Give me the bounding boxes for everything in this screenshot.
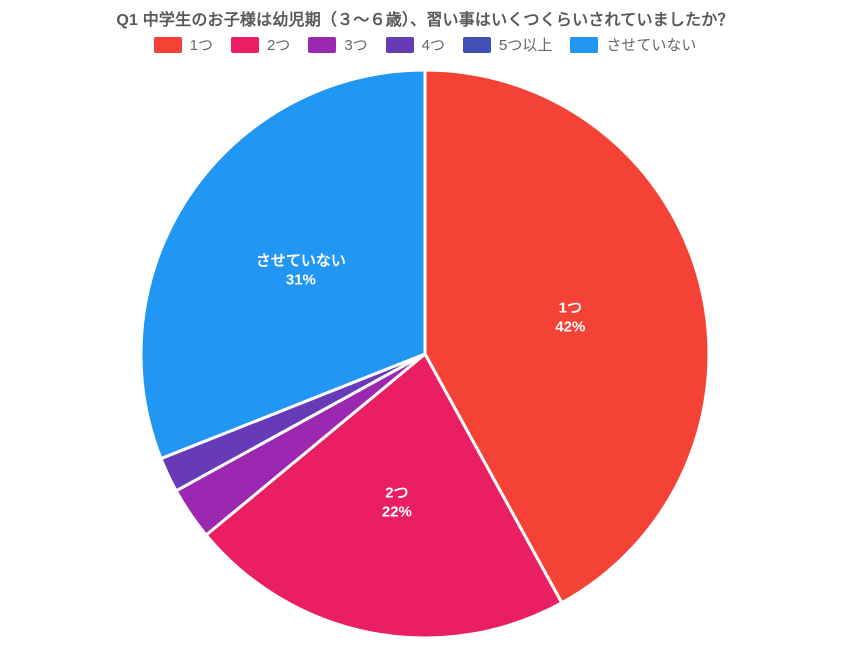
legend-swatch-icon [463,36,491,53]
legend: 1つ 2つ 3つ 4つ 5つ以上 させていない [0,34,850,55]
legend-item-4[interactable]: 5つ以上 [463,34,552,55]
legend-label: 5つ以上 [499,37,553,54]
legend-label: 4つ [421,37,445,54]
legend-item-5[interactable]: させていない [570,34,696,55]
legend-label: 3つ [344,37,368,54]
slice-label: 2つ 22% [382,484,412,520]
legend-label: 2つ [266,37,291,54]
legend-swatch-icon [385,36,414,53]
legend-swatch-icon [570,36,599,53]
legend-label: させていない [606,37,697,54]
legend-item-3[interactable]: 4つ [385,34,445,55]
slice-label: 1つ 42% [555,300,585,336]
legend-swatch-icon [308,36,337,53]
legend-item-1[interactable]: 2つ [230,34,291,55]
chart-title: Q1 中学生のお子様は幼児期（３〜６歳）、習い事はいくつくらいされていましたか？ [116,12,734,29]
pie-slice-5[interactable] [139,68,427,461]
pie-slice-1[interactable] [204,352,564,640]
pie-slice-0[interactable] [423,68,711,605]
legend-item-0[interactable]: 1つ [153,34,213,55]
legend-swatch-icon [230,36,259,53]
legend-item-2[interactable]: 3つ [308,34,368,55]
slice-label: させていない 31% [256,253,346,289]
legend-swatch-icon [153,36,182,53]
legend-label: 1つ [189,37,213,54]
